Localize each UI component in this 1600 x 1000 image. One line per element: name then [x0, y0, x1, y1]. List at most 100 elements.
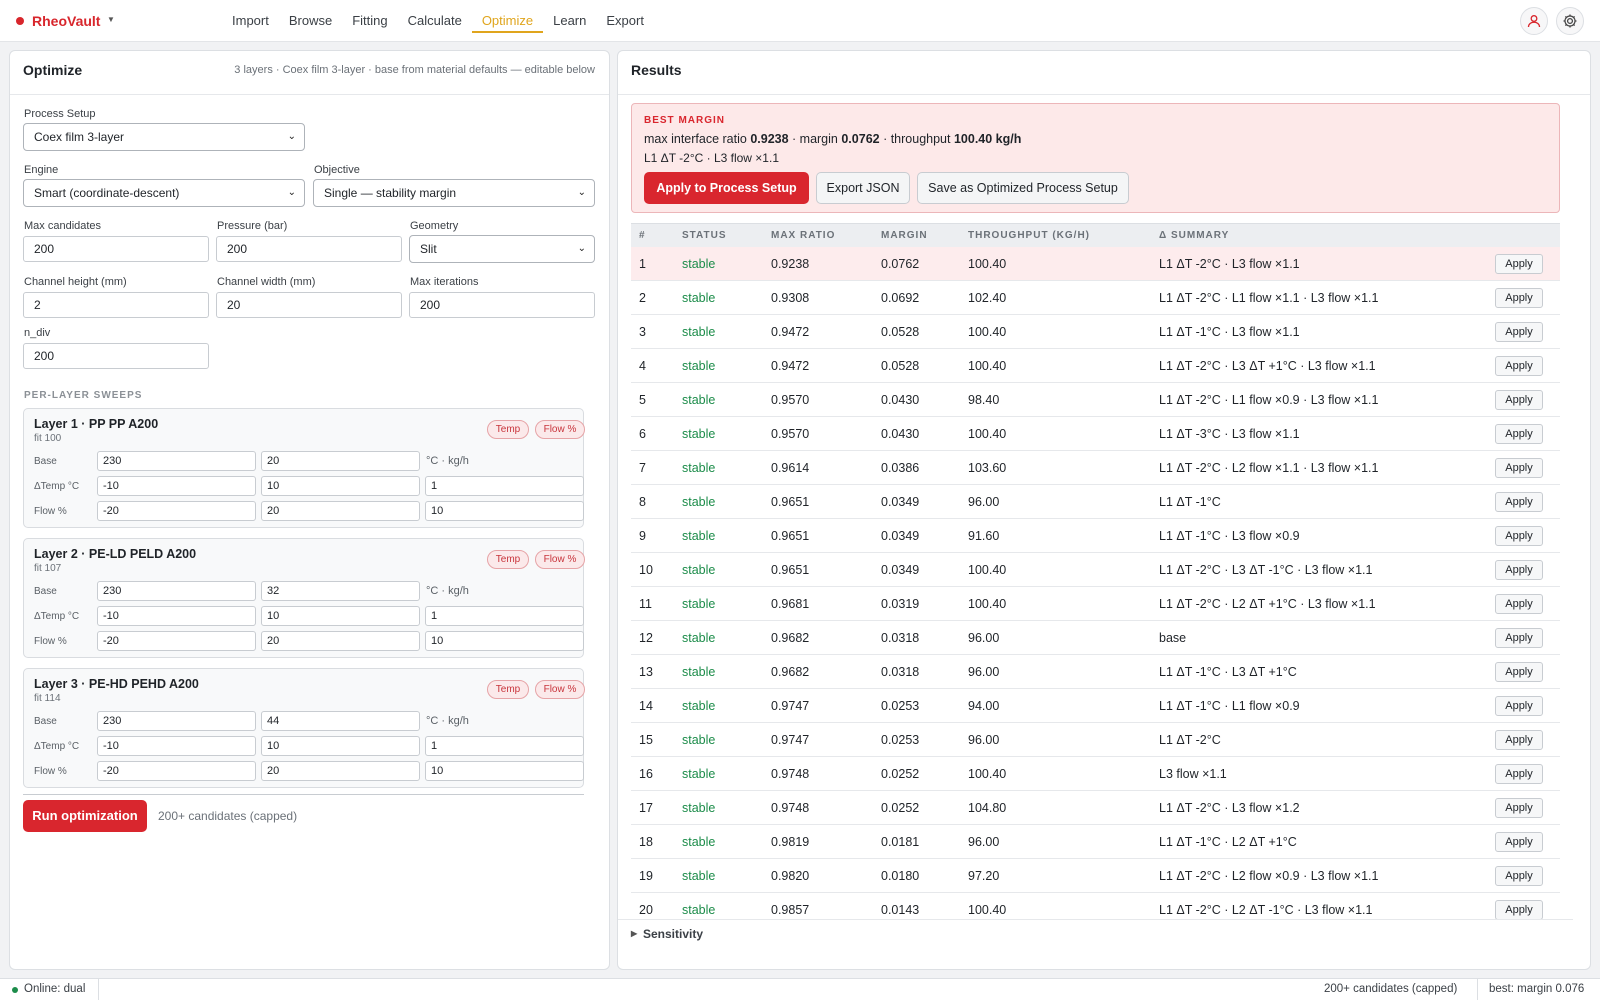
max-iterations-label: Max iterations	[410, 276, 479, 288]
nav-fitting[interactable]: Fitting	[352, 13, 388, 28]
row-apply-button[interactable]: Apply	[1495, 390, 1543, 410]
row-throughput: 100.40	[968, 427, 1007, 441]
channel-height-input[interactable]: 2	[23, 292, 209, 318]
row-apply-button[interactable]: Apply	[1495, 492, 1543, 512]
save-optimized-button[interactable]: Save as Optimized Process Setup	[917, 172, 1129, 204]
app-brand[interactable]: RheoVault	[32, 13, 101, 29]
base-flow-input[interactable]: 44	[261, 711, 420, 731]
n-div-input[interactable]: 200	[23, 343, 209, 369]
row-apply-button[interactable]: Apply	[1495, 798, 1543, 818]
flow-chip[interactable]: Flow %	[535, 680, 585, 699]
temp-chip[interactable]: Temp	[487, 680, 529, 699]
run-optimization-button[interactable]: Run optimization	[23, 800, 147, 832]
process-setup-select[interactable]: Coex film 3-layer ⌄	[23, 123, 305, 151]
temp-chip[interactable]: Temp	[487, 420, 529, 439]
layer-fit: fit 107	[34, 563, 62, 574]
row-apply-button[interactable]: Apply	[1495, 628, 1543, 648]
row-throughput: 96.00	[968, 835, 1000, 849]
sensitivity-toggle[interactable]: ▶ Sensitivity	[618, 919, 1573, 949]
row-apply-button[interactable]: Apply	[1495, 900, 1543, 919]
row-margin: 0.0528	[881, 359, 920, 373]
base-flow-input[interactable]: 20	[261, 451, 420, 471]
table-row: 2 stable 0.9308 0.0692 102.40 L1 ΔT -2°C…	[631, 281, 1560, 315]
max-candidates-input[interactable]: 200	[23, 236, 209, 262]
flow-min-input[interactable]: -20	[97, 631, 256, 651]
base-temp-input[interactable]: 230	[97, 711, 256, 731]
flow-chip[interactable]: Flow %	[535, 420, 585, 439]
brand-dropdown-icon[interactable]: ▼	[107, 15, 115, 24]
base-temp-input[interactable]: 230	[97, 581, 256, 601]
max-candidates-label: Max candidates	[24, 220, 102, 232]
flow-step-input[interactable]: 10	[425, 631, 584, 651]
dtemp-min-input[interactable]: -10	[97, 476, 256, 496]
dtemp-step-input[interactable]: 1	[425, 606, 584, 626]
row-delta-summary: L1 ΔT -2°C · L2 ΔT -1°C · L3 flow ×1.1	[1159, 903, 1373, 917]
flow-min-input[interactable]: -20	[97, 501, 256, 521]
row-apply-button[interactable]: Apply	[1495, 356, 1543, 376]
dtemp-max-input[interactable]: 10	[261, 476, 420, 496]
nav-calculate[interactable]: Calculate	[407, 13, 462, 28]
channel-width-input[interactable]: 20	[216, 292, 402, 318]
objective-select[interactable]: Single — stability margin ⌄	[313, 179, 595, 207]
optimize-header: Optimize 3 layers · Coex film 3-layer · …	[10, 51, 609, 95]
row-apply-button[interactable]: Apply	[1495, 730, 1543, 750]
row-apply-button[interactable]: Apply	[1495, 866, 1543, 886]
row-apply-button[interactable]: Apply	[1495, 594, 1543, 614]
row-apply-button[interactable]: Apply	[1495, 696, 1543, 716]
engine-select[interactable]: Smart (coordinate-descent) ⌄	[23, 179, 305, 207]
col-throughput: THROUGHPUT (KG/H)	[968, 230, 1090, 241]
row-apply-button[interactable]: Apply	[1495, 424, 1543, 444]
flow-step-input[interactable]: 10	[425, 761, 584, 781]
dtemp-step-input[interactable]: 1	[425, 476, 584, 496]
nav-learn[interactable]: Learn	[553, 13, 587, 28]
flow-chip[interactable]: Flow %	[535, 550, 585, 569]
row-max-ratio: 0.9308	[771, 291, 810, 305]
flow-max-input[interactable]: 20	[261, 631, 420, 651]
dtemp-max-input[interactable]: 10	[261, 736, 420, 756]
flow-min-input[interactable]: -20	[97, 761, 256, 781]
row-apply-button[interactable]: Apply	[1495, 832, 1543, 852]
row-apply-button[interactable]: Apply	[1495, 458, 1543, 478]
export-json-button[interactable]: Export JSON	[816, 172, 910, 204]
nav-export[interactable]: Export	[606, 13, 644, 28]
row-margin: 0.0349	[881, 529, 920, 543]
flow-step-input[interactable]: 10	[425, 501, 584, 521]
settings-button[interactable]	[1556, 7, 1584, 35]
row-margin: 0.0430	[881, 393, 920, 407]
pressure-input[interactable]: 200	[216, 236, 402, 262]
row-apply-button[interactable]: Apply	[1495, 254, 1543, 274]
dtemp-min-input[interactable]: -10	[97, 606, 256, 626]
table-row: 19 stable 0.9820 0.0180 97.20 L1 ΔT -2°C…	[631, 859, 1560, 893]
temp-chip[interactable]: Temp	[487, 550, 529, 569]
chevron-down-icon: ⌄	[287, 131, 296, 142]
dtemp-max-input[interactable]: 10	[261, 606, 420, 626]
table-row: 15 stable 0.9747 0.0253 96.00 L1 ΔT -2°C…	[631, 723, 1560, 757]
per-layer-sweeps-title: PER-LAYER SWEEPS	[24, 390, 143, 401]
engine-label: Engine	[24, 164, 59, 176]
dtemp-step-input[interactable]: 1	[425, 736, 584, 756]
flow-max-input[interactable]: 20	[261, 761, 420, 781]
col-margin: MARGIN	[881, 230, 928, 241]
nav-optimize[interactable]: Optimize	[471, 0, 544, 33]
row-apply-button[interactable]: Apply	[1495, 764, 1543, 784]
apply-to-process-setup-button[interactable]: Apply to Process Setup	[644, 172, 809, 204]
max-iterations-input[interactable]: 200	[409, 292, 595, 318]
row-apply-button[interactable]: Apply	[1495, 322, 1543, 342]
results-panel: Results BEST MARGIN max interface ratio …	[617, 50, 1591, 970]
nav-import[interactable]: Import	[232, 13, 269, 28]
layer-card: Layer 1 · PP PP A200 fit 100 Temp Flow %…	[23, 408, 585, 528]
row-apply-button[interactable]: Apply	[1495, 662, 1543, 682]
base-flow-input[interactable]: 32	[261, 581, 420, 601]
nav-browse[interactable]: Browse	[288, 13, 333, 28]
user-button[interactable]	[1520, 7, 1548, 35]
base-unit: °C · kg/h	[426, 585, 469, 597]
dtemp-min-input[interactable]: -10	[97, 736, 256, 756]
flow-max-input[interactable]: 20	[261, 501, 420, 521]
row-apply-button[interactable]: Apply	[1495, 526, 1543, 546]
geometry-select[interactable]: Slit ⌄	[409, 235, 595, 263]
optimize-title: Optimize	[23, 62, 83, 78]
base-temp-input[interactable]: 230	[97, 451, 256, 471]
results-table-body: 1 stable 0.9238 0.0762 100.40 L1 ΔT -2°C…	[631, 247, 1560, 919]
row-apply-button[interactable]: Apply	[1495, 288, 1543, 308]
row-apply-button[interactable]: Apply	[1495, 560, 1543, 580]
